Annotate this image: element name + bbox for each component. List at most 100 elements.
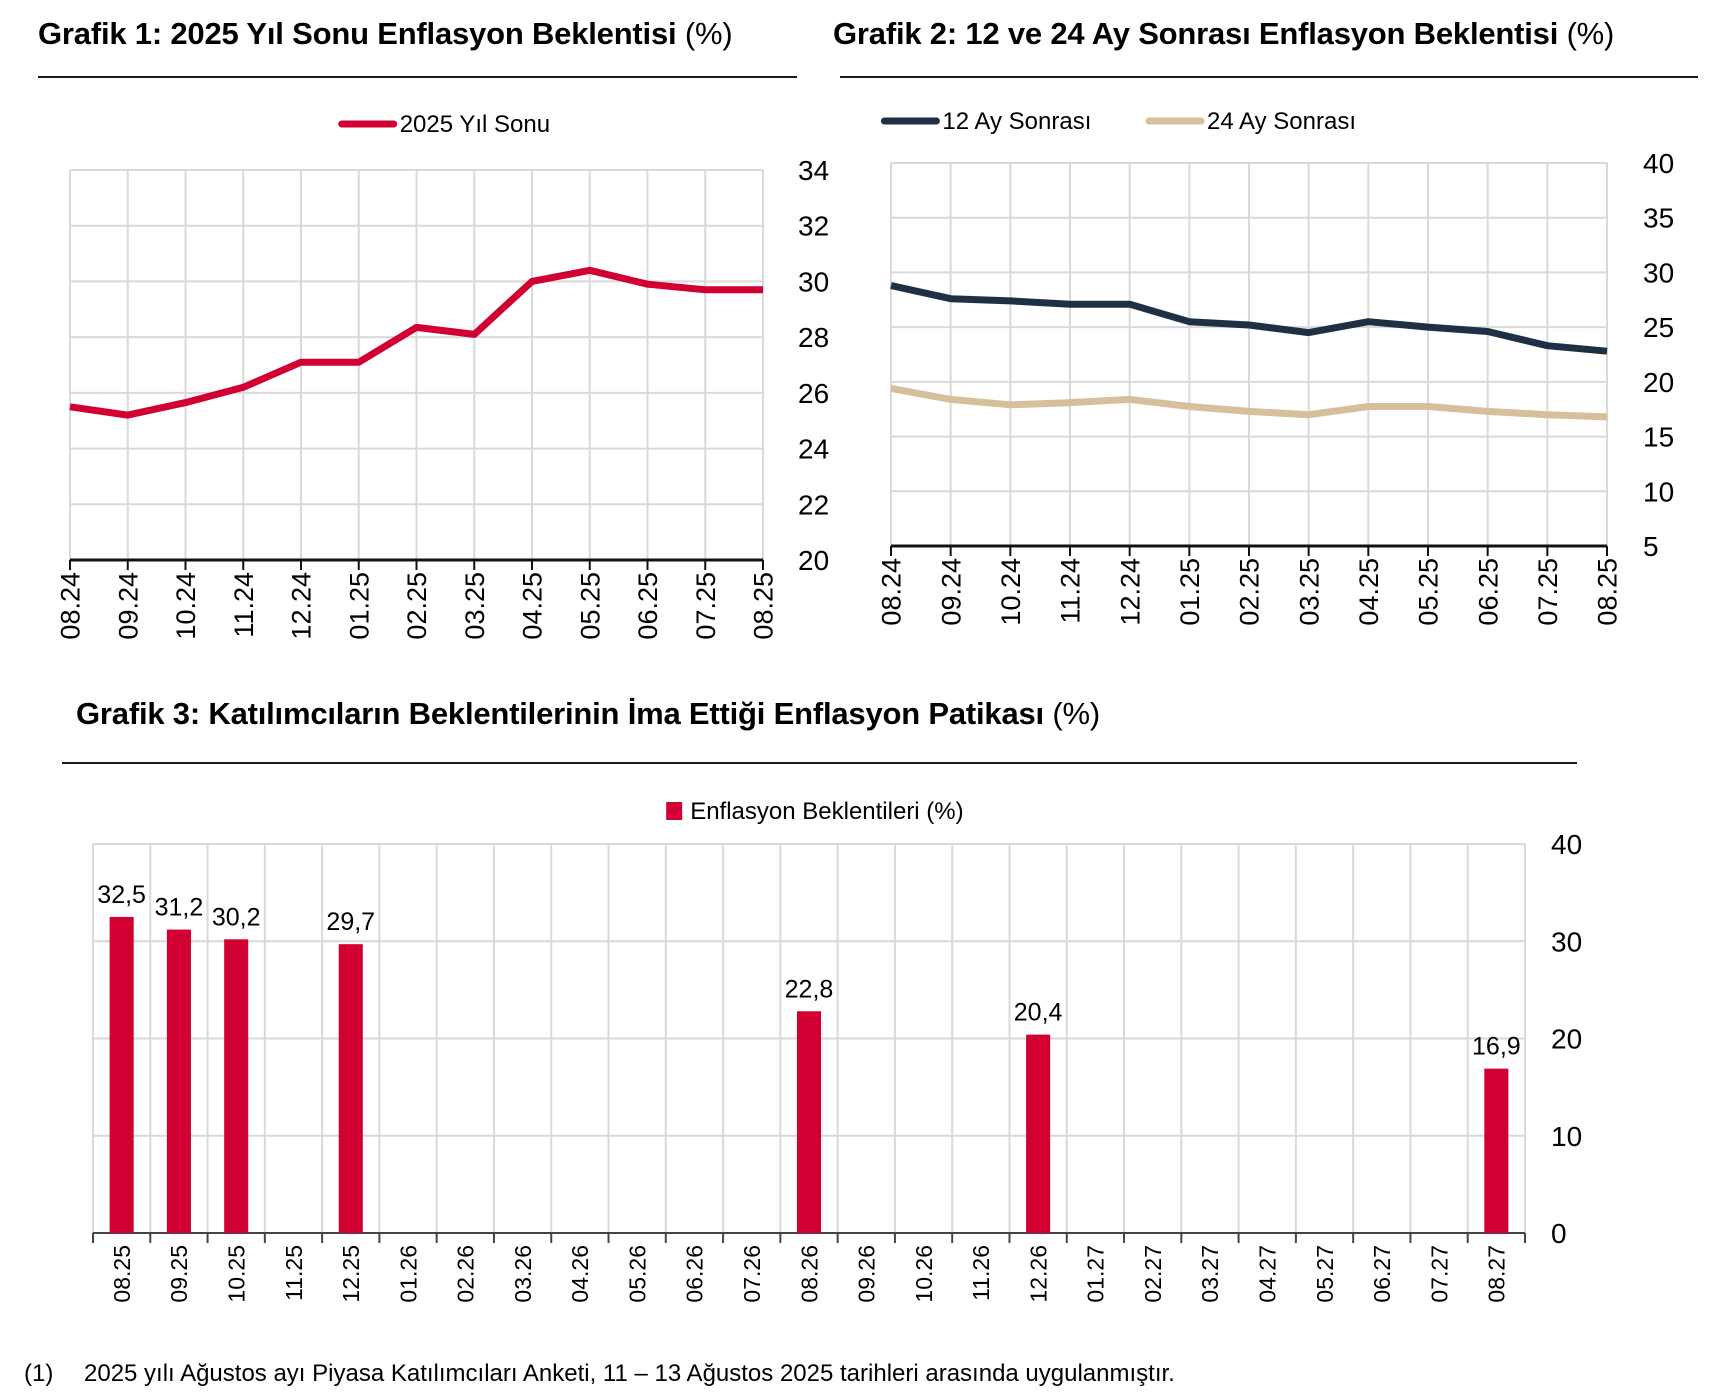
bar-data-label: 31,2 <box>155 894 204 922</box>
x-tick-label: 05.27 <box>1312 1245 1338 1303</box>
y-tick-label: 20 <box>798 545 829 576</box>
y-tick-label: 24 <box>798 434 829 465</box>
x-tick-label: 10.24 <box>996 558 1026 626</box>
bar <box>1026 1034 1051 1233</box>
x-tick-label: 06.27 <box>1369 1245 1395 1303</box>
y-tick-label: 0 <box>1551 1218 1567 1249</box>
x-tick-label: 01.25 <box>1175 558 1205 626</box>
bar-data-label: 29,7 <box>326 908 375 936</box>
x-tick-label: 12.26 <box>1025 1245 1051 1303</box>
y-tick-label: 35 <box>1643 203 1674 234</box>
x-tick-label: 12.25 <box>338 1245 364 1303</box>
x-tick-label: 03.26 <box>510 1245 536 1303</box>
bar <box>109 916 134 1233</box>
x-tick-label: 06.25 <box>1473 558 1503 626</box>
x-tick-label: 03.25 <box>1294 558 1324 626</box>
legend-swatch <box>666 802 683 820</box>
chart-1: 20 22 24 26 28 30 32 34 08.24 09.24 10.24 11.24 12.2… <box>56 111 829 640</box>
legend-label-1: 12 Ay Sonrası <box>942 108 1091 135</box>
legend-label-1: 2025 Yıl Sonu <box>400 111 550 138</box>
bar <box>166 929 191 1233</box>
bar-data-label: 22,8 <box>785 975 834 1003</box>
bar <box>1484 1068 1509 1233</box>
y-tick-label: 20 <box>1643 367 1674 398</box>
x-tick-label: 02.25 <box>402 572 432 640</box>
legend-label: Enflasyon Beklentileri (%) <box>690 798 963 825</box>
bar-data-label: 20,4 <box>1014 999 1063 1027</box>
chart2-title-unit: (%) <box>1566 16 1615 51</box>
y-tick-label: 26 <box>798 378 829 409</box>
x-tick-label: 11.24 <box>1056 558 1086 624</box>
x-tick-label: 08.27 <box>1484 1245 1510 1303</box>
chart2-title: Grafik 2: 12 ve 24 Ay Sonrası Enflasyon … <box>833 16 1614 52</box>
x-tick-label: 01.25 <box>344 572 374 640</box>
chart-2-legend: 12 Ay Sonrası 24 Ay Sonrası <box>880 108 1356 135</box>
x-tick-label: 06.25 <box>633 572 663 640</box>
y-tick-label: 20 <box>1551 1024 1582 1055</box>
y-tick-label: 40 <box>1551 829 1582 860</box>
x-tick-label: 07.26 <box>739 1245 765 1303</box>
y-tick-label: 22 <box>798 489 829 520</box>
chart3-title-text: Grafik 3: Katılımcıların Beklentilerinin… <box>76 696 1044 731</box>
x-tick-label: 02.25 <box>1235 558 1265 626</box>
chart3-title-unit: (%) <box>1052 696 1101 731</box>
chart-3: 0 10 20 30 40 08.25 09.25 10.25 11.25 12.25 01.26 0… <box>92 798 1582 1303</box>
x-tick-label: 04.25 <box>1354 558 1384 626</box>
chart1-title-text: Grafik 1: 2025 Yıl Sonu Enflasyon Beklen… <box>38 16 677 51</box>
x-tick-label: 07.25 <box>691 572 721 640</box>
x-tick-label: 07.25 <box>1533 558 1563 626</box>
x-tick-label: 03.25 <box>460 572 490 640</box>
chart3-title: Grafik 3: Katılımcıların Beklentilerinin… <box>76 696 1100 732</box>
x-tick-label: 04.26 <box>567 1245 593 1303</box>
x-tick-label: 07.27 <box>1426 1245 1452 1303</box>
bar-data-label: 16,9 <box>1472 1033 1521 1061</box>
series-line-1 <box>890 282 1608 355</box>
chart1-title: Grafik 1: 2025 Yıl Sonu Enflasyon Beklen… <box>38 16 733 52</box>
bar <box>338 944 363 1233</box>
x-tick-label: 02.26 <box>453 1245 479 1303</box>
x-tick-label: 09.25 <box>166 1245 192 1303</box>
y-tick-label: 25 <box>1643 312 1674 343</box>
bar <box>224 939 249 1233</box>
chart2-title-rule <box>840 76 1698 78</box>
y-tick-label: 32 <box>798 211 829 242</box>
x-tick-label: 09.24 <box>113 572 143 640</box>
legend-label-2: 24 Ay Sonrası <box>1207 108 1356 135</box>
x-tick-label: 04.25 <box>518 572 548 640</box>
footnote-number: (1) <box>24 1360 54 1387</box>
chart3-title-rule <box>62 762 1577 764</box>
x-tick-label: 05.25 <box>575 572 605 640</box>
x-tick-label: 09.26 <box>854 1245 880 1303</box>
bar-data-label: 32,5 <box>97 881 146 909</box>
x-tick-label: 11.26 <box>968 1245 994 1301</box>
bar <box>796 1011 822 1233</box>
chart-1-legend: 2025 Yıl Sonu <box>338 111 550 138</box>
x-tick-label: 06.26 <box>682 1245 708 1303</box>
y-tick-label: 30 <box>1643 257 1674 288</box>
x-tick-label: 01.26 <box>395 1245 421 1303</box>
y-tick-label: 30 <box>1551 926 1582 957</box>
y-tick-label: 30 <box>798 266 829 297</box>
footnote-text: 2025 yılı Ağustos ayı Piyasa Katılımcıla… <box>84 1360 1175 1387</box>
chart-2: 5 10 15 20 25 30 35 40 08.24 09.24 10.24 11.24 12.24… <box>877 108 1674 626</box>
x-tick-label: 08.26 <box>796 1245 822 1303</box>
x-tick-label: 10.26 <box>911 1245 937 1303</box>
y-tick-label: 28 <box>798 322 829 353</box>
y-tick-label: 40 <box>1643 148 1674 179</box>
x-tick-label: 10.25 <box>223 1245 249 1303</box>
y-tick-label: 5 <box>1643 531 1659 562</box>
x-tick-label: 08.25 <box>109 1245 135 1303</box>
x-tick-label: 05.26 <box>624 1245 650 1303</box>
y-tick-label: 10 <box>1551 1121 1582 1152</box>
y-tick-label: 10 <box>1643 476 1674 507</box>
x-tick-label: 11.25 <box>281 1245 307 1301</box>
x-tick-label: 01.27 <box>1083 1245 1109 1303</box>
x-tick-label: 08.24 <box>56 572 86 640</box>
x-tick-label: 04.27 <box>1255 1245 1281 1303</box>
x-tick-label: 10.24 <box>171 572 201 640</box>
x-tick-label: 08.25 <box>749 572 779 640</box>
footnote: (1) 2025 yılı Ağustos ayı Piyasa Katılımc… <box>24 1360 1175 1388</box>
chart1-title-rule <box>38 76 797 78</box>
x-tick-label: 12.24 <box>287 572 317 640</box>
x-tick-label: 03.27 <box>1197 1245 1223 1303</box>
